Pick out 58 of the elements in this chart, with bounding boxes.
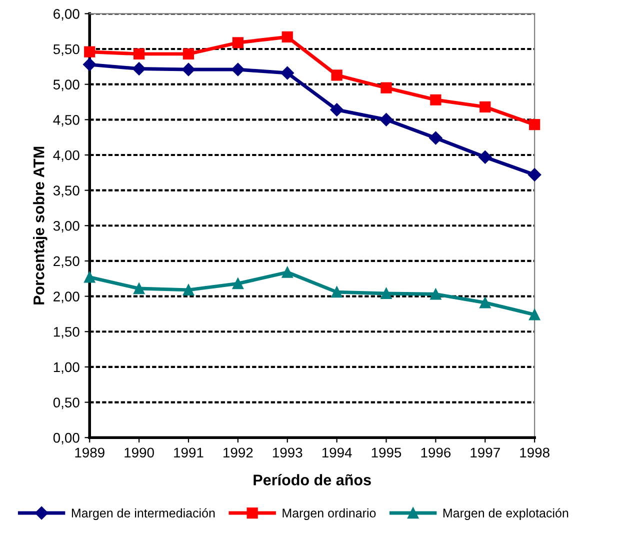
point — [231, 62, 245, 76]
y-tick-label: 6,00 — [54, 9, 80, 20]
y-tick-label: 4,50 — [53, 114, 80, 126]
point — [528, 168, 542, 182]
x-tick-label: 1996 — [421, 448, 451, 458]
point — [480, 297, 491, 308]
x-tick-label: 1997 — [470, 448, 500, 458]
y-tick-label: 0,00 — [53, 432, 80, 444]
point — [380, 288, 392, 300]
point — [280, 66, 294, 80]
point — [529, 309, 540, 320]
x-axis-title: Período de años — [254, 474, 371, 486]
point — [182, 284, 194, 296]
point — [83, 58, 96, 72]
y-tick-label: 2,00 — [54, 292, 80, 304]
x-tick-label: 1994 — [322, 448, 352, 458]
point — [380, 113, 393, 126]
y-tick-label: 2,50 — [54, 256, 80, 268]
point — [282, 31, 293, 43]
point — [430, 288, 442, 300]
point — [133, 282, 145, 294]
point — [84, 272, 96, 283]
x-tick-label: 1991 — [174, 448, 204, 458]
point — [331, 70, 342, 81]
point — [331, 286, 342, 298]
y-tick-label: 5,50 — [53, 44, 80, 56]
y-tick-label: 1,50 — [54, 326, 80, 338]
x-tick-label: 1993 — [272, 448, 302, 458]
y-tick-label: 5,00 — [53, 80, 80, 92]
x-tick-label: 1998 — [520, 448, 550, 458]
y-tick-label: 3,50 — [53, 186, 80, 198]
legend-label: Margen ordinario — [282, 508, 376, 520]
point — [232, 37, 244, 48]
x-tick-label: 1995 — [372, 448, 402, 458]
point — [182, 48, 194, 60]
point — [430, 94, 442, 106]
point — [529, 119, 540, 130]
x-tick-label: 1992 — [224, 448, 253, 458]
point — [429, 131, 442, 145]
point — [232, 278, 244, 290]
point — [330, 103, 344, 116]
x-tick-label: 1990 — [124, 448, 154, 458]
y-tick-label: 3,00 — [53, 220, 80, 232]
x-tick-label: 1989 — [75, 448, 104, 458]
point — [480, 101, 491, 112]
point — [478, 150, 492, 164]
y-axis-title: Porcentaje sobre ATM — [33, 146, 48, 304]
point — [282, 266, 293, 278]
y-tick-label: 1,00 — [54, 362, 80, 374]
point — [132, 62, 146, 76]
point — [380, 82, 392, 94]
y-tick-label: 4,00 — [53, 150, 80, 162]
point — [84, 46, 96, 58]
y-tick-label: 0,50 — [53, 398, 80, 410]
point — [133, 48, 145, 60]
legend-label: Margen de explotación — [443, 508, 568, 520]
legend-label: Margen de intermediación — [72, 508, 215, 520]
point — [182, 62, 196, 76]
